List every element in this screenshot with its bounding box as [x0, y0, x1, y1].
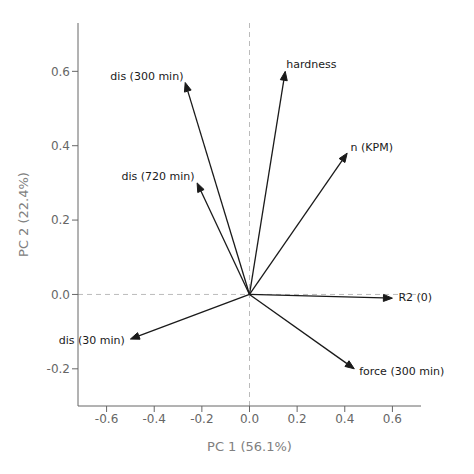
svg-text:-0.6: -0.6: [95, 412, 118, 426]
svg-text:0.2: 0.2: [51, 213, 70, 227]
svg-text:0.0: 0.0: [51, 288, 70, 302]
svg-text:dis (300 min): dis (300 min): [110, 70, 183, 83]
svg-text:dis (720 min): dis (720 min): [121, 170, 194, 183]
svg-text:0.2: 0.2: [288, 412, 307, 426]
svg-text:0.0: 0.0: [240, 412, 259, 426]
svg-text:dis (30 min): dis (30 min): [59, 334, 125, 347]
svg-text:0.4: 0.4: [335, 412, 354, 426]
svg-text:PC 1 (56.1%): PC 1 (56.1%): [207, 439, 292, 454]
svg-text:0.6: 0.6: [383, 412, 402, 426]
svg-text:force (300 min): force (300 min): [359, 365, 444, 378]
svg-text:n (KPM): n (KPM): [351, 141, 393, 154]
svg-text:-0.2: -0.2: [190, 412, 213, 426]
svg-text:PC 2 (22.4%): PC 2 (22.4%): [16, 172, 31, 257]
svg-text:-0.2: -0.2: [47, 362, 70, 376]
svg-text:R2 (0): R2 (0): [398, 291, 432, 304]
svg-text:0.4: 0.4: [51, 139, 70, 153]
svg-text:0.6: 0.6: [51, 65, 70, 79]
svg-text:-0.4: -0.4: [143, 412, 166, 426]
svg-text:hardness: hardness: [286, 58, 336, 71]
